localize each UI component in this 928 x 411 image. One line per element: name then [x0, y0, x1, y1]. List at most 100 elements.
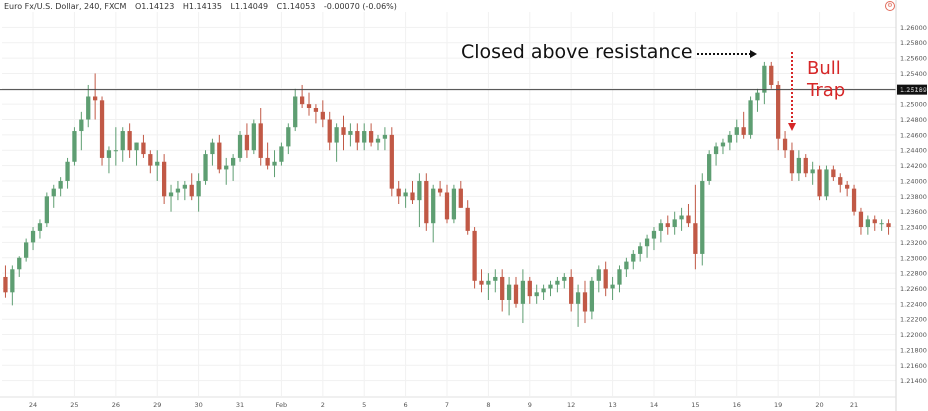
candle-body [458, 188, 463, 208]
candle [582, 280, 588, 324]
candle-body [513, 284, 519, 304]
candle-body [320, 111, 325, 120]
candle [127, 123, 132, 158]
y-tick-label: 1.22000 [900, 331, 927, 339]
candle-body [693, 223, 698, 254]
candle [810, 161, 815, 185]
candle [638, 242, 643, 262]
candle-body [403, 192, 408, 197]
candle [258, 108, 263, 166]
candle [707, 150, 712, 185]
candle [161, 154, 167, 204]
candle [872, 215, 877, 231]
candle-body [362, 131, 367, 143]
candle-body [431, 188, 436, 224]
x-tick-label: 31 [236, 401, 244, 409]
candle [251, 119, 256, 155]
candle-body [417, 180, 422, 201]
candle [776, 81, 781, 151]
y-tick-label: 1.25200 [900, 85, 927, 93]
candle [838, 173, 843, 193]
candle-body [286, 127, 291, 147]
candle-body [189, 184, 194, 197]
candle-body [748, 100, 753, 135]
x-tick-label: 15 [691, 401, 699, 409]
candle-body [686, 215, 691, 224]
candle [506, 276, 512, 316]
candle [3, 265, 8, 298]
candle-body [106, 150, 112, 158]
candle [286, 123, 291, 155]
candle-body [451, 188, 457, 220]
candle [527, 276, 532, 304]
candle-body [506, 284, 512, 300]
candle [382, 127, 388, 151]
candle-body [306, 104, 312, 108]
x-tick-label: 29 [153, 401, 161, 409]
candle [479, 269, 484, 293]
settings-icon[interactable]: ⚙ [885, 1, 895, 11]
candle [279, 142, 284, 166]
candle-body [141, 142, 146, 155]
ohlc-change: -0.00070 (-0.06%) [323, 2, 397, 11]
x-tick-label: 5 [362, 401, 366, 409]
annotation-closed-above-resistance: Closed above resistance [461, 41, 693, 63]
candle-body [72, 131, 77, 162]
candle-body [679, 215, 684, 220]
candle-body [437, 188, 443, 193]
candle-body [493, 276, 498, 281]
candle-body [603, 269, 608, 289]
candle [486, 273, 491, 300]
candle-body [334, 127, 339, 143]
candle [30, 227, 36, 251]
candle-body [389, 134, 394, 189]
candle [603, 261, 608, 297]
candle [803, 154, 808, 178]
candle-body [44, 196, 49, 224]
candle-body [65, 161, 70, 181]
candle [403, 188, 408, 208]
candle-body [410, 192, 415, 201]
candle-body [10, 269, 15, 293]
symbol-name: Euro Fx/U.S. Dollar, 240, FXCM [4, 2, 127, 11]
candle-body [327, 119, 332, 143]
candle-body [700, 180, 705, 254]
candle [831, 165, 836, 181]
candle [851, 184, 857, 216]
candle [120, 127, 125, 162]
candle [700, 173, 705, 266]
candle [134, 142, 139, 166]
candle [865, 215, 870, 235]
candle [65, 157, 70, 189]
candle [410, 180, 415, 204]
y-tick-label: 1.23000 [900, 254, 927, 262]
candle [734, 119, 739, 143]
candle-body [824, 169, 829, 197]
candle [879, 219, 884, 231]
candle [720, 138, 726, 155]
candle [244, 123, 250, 158]
candle-body [769, 65, 774, 85]
x-tick-label: 6 [404, 401, 408, 409]
candle-body [444, 192, 450, 220]
candle-body [672, 219, 677, 228]
candle-body [299, 96, 305, 105]
candle-body [293, 96, 298, 128]
candle [458, 180, 463, 208]
candle-body [120, 131, 125, 151]
candle [106, 146, 112, 174]
candle [562, 273, 567, 289]
candle [313, 104, 319, 124]
candle [665, 215, 670, 235]
candle [224, 157, 229, 185]
symbol-header: Euro Fx/U.S. Dollar, 240, FXCM O1.14123 … [4, 2, 403, 11]
candle [306, 92, 312, 116]
candle [886, 219, 891, 235]
candle [293, 88, 298, 132]
candle-body [644, 238, 650, 247]
candle [396, 180, 401, 204]
candle [686, 204, 691, 228]
candle [596, 265, 601, 293]
candle-body [24, 242, 29, 258]
candle [334, 123, 339, 162]
